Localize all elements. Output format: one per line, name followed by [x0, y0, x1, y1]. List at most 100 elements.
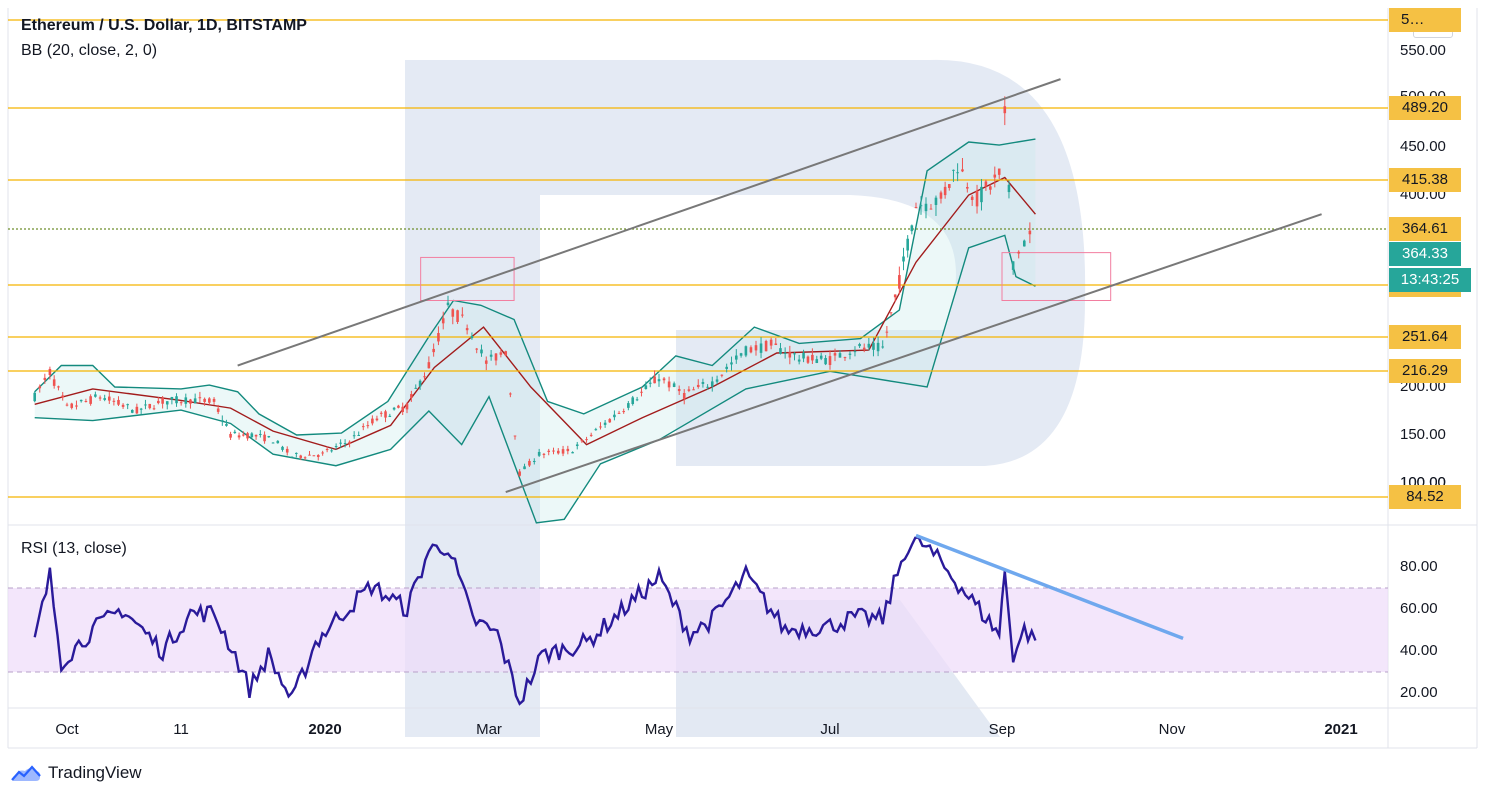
candle-body	[561, 449, 565, 454]
candle-body	[730, 362, 733, 365]
price-trendline	[505, 213, 1322, 493]
candle-body	[384, 411, 387, 418]
candle-body	[833, 353, 837, 356]
candle-body	[312, 455, 316, 457]
candle-body	[98, 397, 102, 399]
candle-body	[580, 440, 584, 442]
candle-body	[589, 434, 593, 436]
candle-body	[465, 328, 469, 331]
candle-body	[175, 396, 178, 404]
level-price-tag: 251.64	[1389, 325, 1461, 349]
candle-body	[189, 399, 192, 404]
candle-body	[339, 442, 342, 444]
candle-body	[692, 389, 695, 391]
candle-body	[640, 391, 643, 393]
candle-body	[966, 186, 969, 189]
bb-indicator-label[interactable]: BB (20, close, 2, 0)	[21, 42, 158, 59]
candle-body	[862, 347, 866, 350]
candle-body	[720, 374, 724, 376]
candle-body	[348, 441, 351, 444]
candle-body	[509, 393, 512, 395]
candle-body	[783, 352, 787, 354]
candle-body	[423, 376, 426, 378]
candle-body	[552, 450, 555, 452]
candle-body	[379, 412, 383, 414]
candle-body	[893, 294, 897, 298]
candle-body	[470, 335, 474, 339]
time-axis-tick: Sep	[988, 721, 1016, 738]
candle-body	[547, 450, 551, 452]
candle-body	[480, 349, 483, 354]
candle-body	[881, 346, 885, 348]
candle-body	[52, 379, 56, 386]
highlight-box	[1001, 252, 1112, 301]
rsi-axis-tick: 80.00	[1400, 558, 1438, 575]
candle-body	[802, 352, 805, 359]
candle-body	[94, 394, 97, 397]
candle-body	[117, 399, 120, 405]
candle-body	[943, 186, 947, 196]
rsi-trendline	[915, 533, 1184, 641]
candle-body	[556, 450, 560, 454]
candle-body	[759, 343, 763, 353]
candle-body	[725, 366, 728, 369]
candle-body	[65, 404, 69, 406]
candle-body	[246, 433, 249, 439]
candle-body	[330, 450, 333, 452]
candle-body	[229, 433, 232, 438]
candle-body	[793, 353, 796, 355]
candle-body	[250, 433, 254, 438]
candle-body	[919, 205, 923, 207]
candle-body	[410, 394, 413, 398]
candle-body	[947, 184, 951, 188]
candle-body	[489, 354, 493, 357]
candle-body	[980, 186, 983, 203]
candle-body	[352, 435, 356, 437]
current-price-tag: 364.33	[1389, 242, 1461, 266]
level-price-tag: 364.61	[1389, 217, 1461, 241]
candle-body	[130, 409, 134, 413]
candle-body	[84, 400, 88, 402]
candle-body	[613, 414, 616, 418]
candle-body	[126, 404, 129, 406]
candle-body	[876, 342, 880, 352]
candle-body	[107, 396, 111, 401]
candle-body	[644, 385, 648, 389]
candle-body	[290, 456, 294, 458]
candle-body	[848, 353, 852, 355]
candle-body	[334, 446, 338, 448]
candle-body	[75, 405, 78, 407]
price-axis-tick: 450.00	[1400, 138, 1446, 155]
candle-body	[797, 359, 801, 362]
candle-body	[749, 347, 753, 353]
candle-body	[152, 408, 156, 410]
candle-body	[898, 275, 901, 289]
highlight-box	[420, 256, 515, 301]
rsi-indicator-label[interactable]: RSI (13, close)	[21, 540, 127, 557]
candle-body	[221, 420, 224, 422]
level-price-tag: 84.52	[1389, 485, 1461, 509]
candle-body	[392, 407, 396, 410]
candle-body	[456, 310, 459, 322]
candle-body	[585, 439, 588, 441]
candle-body	[513, 435, 517, 437]
candle-body	[388, 415, 392, 417]
candle-body	[366, 425, 370, 427]
candle-body	[975, 190, 979, 207]
candle-body	[504, 351, 508, 356]
tradingview-brand[interactable]: TradingView	[10, 763, 142, 783]
candle-body	[617, 412, 621, 414]
candle-body	[984, 181, 988, 187]
bb-basis-line	[34, 176, 1036, 451]
candle-body	[715, 379, 719, 382]
candle-body	[914, 207, 918, 209]
candle-body	[929, 208, 933, 210]
rsi-axis-tick: 40.00	[1400, 642, 1438, 659]
candle-body	[764, 340, 768, 352]
candle-body	[811, 354, 814, 361]
candle-body	[631, 397, 635, 405]
candle-body	[184, 397, 188, 404]
candle-body	[405, 404, 409, 410]
level-price-tag: 415.38	[1389, 168, 1461, 192]
